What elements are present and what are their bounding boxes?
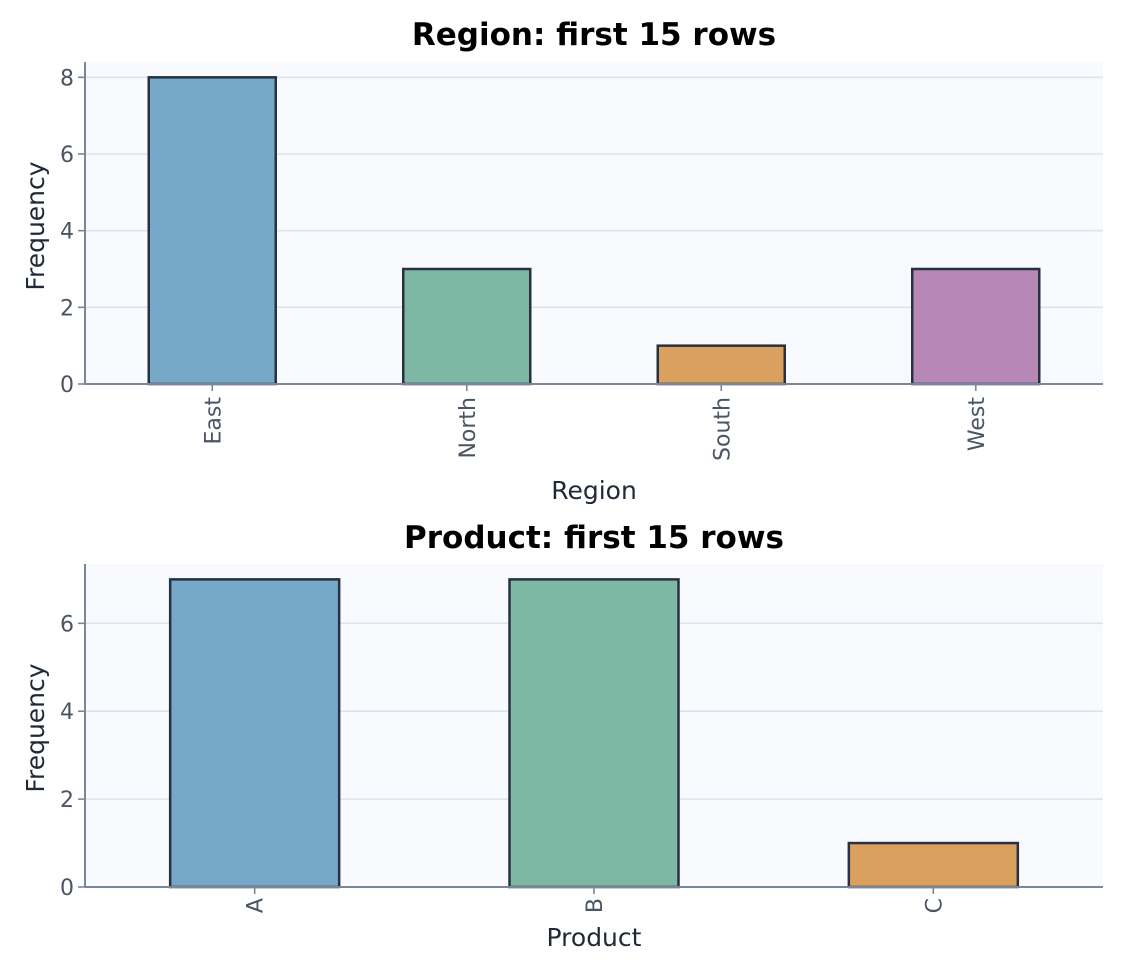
bar-south: [656, 344, 786, 386]
y-tick-label: 8: [60, 66, 74, 91]
x-axis-label: Product: [547, 923, 642, 952]
y-axis-label: Frequency: [21, 161, 50, 290]
y-tick-label: 0: [60, 373, 74, 398]
product-chart: 0 2 4 6 A B C Product: first 15 rows Product F…: [21, 520, 1103, 952]
bar-c: [847, 841, 1020, 889]
y-tick-label: 6: [60, 612, 74, 637]
y-tick-label: 2: [60, 788, 74, 813]
y-tick-label: 4: [60, 700, 74, 725]
x-tick-label: North: [456, 397, 481, 459]
chart-title: Product: first 15 rows: [404, 520, 784, 556]
bar-west: [911, 267, 1041, 386]
x-tick-label: South: [710, 397, 735, 461]
x-tick-label: C: [922, 898, 947, 913]
bar-north: [402, 267, 532, 386]
x-tick-label: East: [201, 397, 226, 445]
y-axis-label: Frequency: [21, 663, 50, 792]
x-tick-label: A: [244, 898, 269, 913]
x-tick-label: B: [583, 898, 608, 913]
y-tick-label: 0: [60, 876, 74, 901]
plot-area: 0 2 4 6 A B C: [60, 564, 1103, 913]
y-tick-label: 4: [60, 220, 74, 245]
x-tick-label: West: [965, 397, 990, 451]
bar-b: [508, 578, 680, 889]
bar-east: [147, 76, 277, 386]
plot-area: 0 2 4 6 8 East North South West: [60, 62, 1103, 461]
x-axis-label: Region: [551, 476, 637, 505]
y-tick-label: 6: [60, 143, 74, 168]
bar-a: [168, 578, 341, 889]
region-chart: 0 2 4 6 8 East North South West Region: first 15…: [21, 17, 1103, 505]
y-tick-label: 2: [60, 296, 74, 321]
chart-title: Region: first 15 rows: [412, 17, 776, 53]
